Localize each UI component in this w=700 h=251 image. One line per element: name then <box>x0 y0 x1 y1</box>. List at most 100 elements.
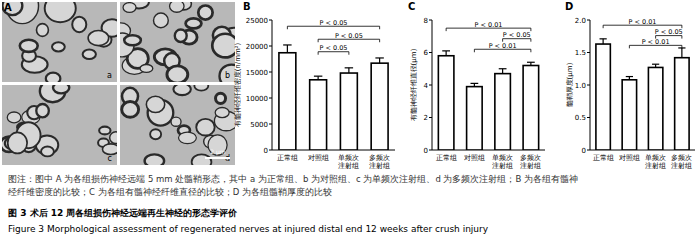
bar <box>279 53 296 150</box>
category-line: 注射组 <box>338 162 359 170</box>
significance-label: P < 0.01 <box>475 21 503 29</box>
axon <box>175 29 187 42</box>
category-label: 单频次注射组 <box>492 154 513 170</box>
bar <box>371 63 388 150</box>
category-label: 对照组 <box>464 154 485 162</box>
sublabel: a <box>107 71 112 80</box>
error-stem <box>446 51 447 56</box>
micrograph <box>2 85 117 165</box>
y-tick <box>429 85 432 86</box>
category-line: 对照组 <box>619 154 640 162</box>
bar <box>675 58 689 150</box>
error-bar <box>345 68 353 73</box>
category-line: 多频次 <box>671 154 692 162</box>
axon <box>215 108 229 118</box>
category-label: 单频次注射组 <box>645 154 666 170</box>
axon <box>20 40 38 52</box>
category-label: 单频次注射组 <box>338 154 359 170</box>
category-label: 正常组 <box>277 154 298 162</box>
y-tick-label: 20000 <box>246 43 268 51</box>
axon <box>36 104 49 117</box>
y-tick-label: 8 <box>424 17 428 25</box>
category-line: 注射组 <box>671 162 692 170</box>
y-tick-label: 0 <box>424 147 428 155</box>
bar <box>596 44 610 150</box>
y-tick <box>269 98 272 99</box>
y-tick-label: 1.0 <box>575 82 586 90</box>
category-label: 正常组 <box>436 154 457 162</box>
axon <box>170 2 184 12</box>
category-line: 单频次 <box>492 154 513 162</box>
y-tick <box>269 20 272 21</box>
axon <box>124 35 141 45</box>
error-stem <box>348 68 349 73</box>
axon <box>173 85 190 95</box>
caption-note: 经纤维密度的比较；C 为各组有髓神经纤维直径的比较；D 为各组髓鞘厚度的比较 <box>8 187 332 197</box>
category-line: 正常组 <box>277 154 298 162</box>
chart: B有髓神经纤维密度(n/mm²)050001000015000200002500… <box>234 1 395 170</box>
error-cap <box>375 57 383 58</box>
significance-label: P < 0.05 <box>503 31 531 39</box>
error-bar <box>678 48 685 58</box>
bar <box>648 67 662 150</box>
micrograph <box>120 2 235 82</box>
micrograph <box>120 85 235 165</box>
axon <box>167 66 188 82</box>
y-axis <box>272 20 273 150</box>
y-axis-label: 髓鞘厚度(μm) <box>566 62 574 107</box>
significance-label: P < 0.05 <box>655 28 683 36</box>
axon <box>140 65 153 73</box>
y-tick <box>269 150 272 151</box>
category-label: 多频次注射组 <box>520 154 541 170</box>
axon <box>219 65 235 82</box>
y-tick <box>587 150 590 151</box>
chart: C有髓神经纤维直径(μm)02468正常组对照组单频次注射组多频次注射组P < … <box>408 1 545 170</box>
axon <box>150 129 161 139</box>
y-tick <box>587 20 590 21</box>
category-line: 注射组 <box>520 162 541 170</box>
axon <box>83 50 96 59</box>
error-bar <box>442 51 450 56</box>
error-stem <box>603 39 604 44</box>
error-cap <box>499 68 507 69</box>
bar <box>523 66 539 151</box>
bar <box>622 80 636 150</box>
y-tick <box>587 85 590 86</box>
category-line: 注射组 <box>645 162 666 170</box>
category-label: 多频次注射组 <box>369 154 390 170</box>
significance-label: P < 0.05 <box>320 44 348 52</box>
error-bar <box>499 69 507 74</box>
axon <box>2 2 22 15</box>
category-label: 多频次注射组 <box>671 154 692 170</box>
category-line: 正常组 <box>593 154 614 162</box>
caption-title-en: Figure 3 Morphological assessment of reg… <box>8 224 489 234</box>
axon <box>194 85 208 91</box>
axon <box>154 13 169 28</box>
y-tick <box>587 52 590 53</box>
error-cap <box>652 64 659 65</box>
bar <box>340 73 357 150</box>
bar <box>495 74 511 150</box>
bar <box>467 87 483 150</box>
category-line: 注射组 <box>492 162 513 170</box>
error-stem <box>502 69 503 74</box>
error-cap <box>283 44 291 45</box>
axon <box>171 117 181 126</box>
caption-note: 图注：图中 A 为各组损伤神经远端 5 mm 处髓鞘形态，其中 a 为正常组、b… <box>8 174 578 184</box>
category-label: 对照组 <box>619 154 640 162</box>
micrograph <box>2 2 117 82</box>
axon <box>146 96 164 112</box>
axon <box>216 93 226 103</box>
y-axis-label: 有髓神经纤维密度(n/mm²) <box>234 42 242 127</box>
category-label: 正常组 <box>593 154 614 162</box>
y-tick-label: 4 <box>424 82 429 90</box>
axon <box>53 85 69 93</box>
axon <box>52 42 65 51</box>
axon <box>110 132 117 144</box>
axon <box>196 119 214 136</box>
category-line: 多频次 <box>369 154 390 162</box>
panel-label: B <box>243 1 251 12</box>
y-tick-label: 10000 <box>246 95 268 103</box>
significance-label: P < 0.01 <box>489 42 517 50</box>
axon <box>145 154 165 165</box>
